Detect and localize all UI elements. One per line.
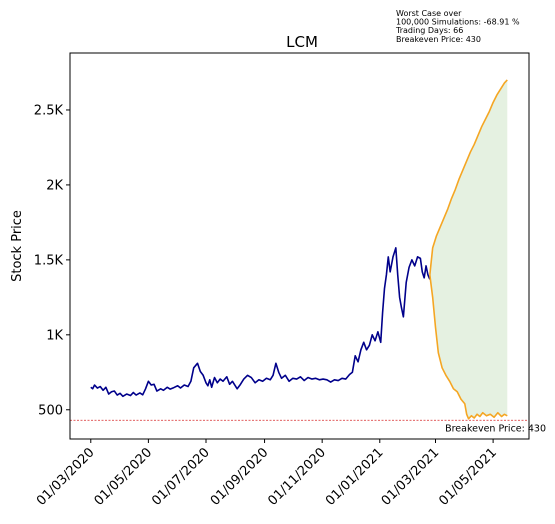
annotation-line-2: 100,000 Simulations: -68.91 % [396,18,520,27]
y-tick-label: 1K [46,328,63,343]
historical-line [90,247,431,398]
y-axis-label: Stock Price [10,210,25,282]
x-tick-label: 01/05/2021 [436,445,500,509]
simulation-lower-line [429,274,508,420]
y-tick-label: 2.5K [34,103,64,118]
x-tick-label: 01/03/2020 [34,445,98,509]
simulation-range-fill [429,79,508,419]
annotation-line-4: Breakeven Price: 430 [396,35,481,44]
series-layer [90,79,508,420]
x-tick-label: 01/01/2021 [323,445,387,509]
plot-frame [69,52,530,440]
y-tick-label: 2K [46,178,63,193]
annotation-line-3: Trading Days: 66 [395,26,463,35]
x-tick-label: 01/11/2020 [265,445,329,509]
simulation-upper-line [429,79,508,275]
annotation-line-1: Worst Case over [396,9,462,18]
x-axis: 01/03/202001/05/202001/07/202001/09/2020… [34,439,500,509]
breakeven-label: Breakeven Price: 430 [445,423,546,434]
y-axis: 500 1K 1.5K 2K 2.5K [34,103,70,418]
x-tick-label: 01/09/2020 [208,445,272,509]
x-tick-label: 01/03/2021 [379,445,443,509]
y-tick-label: 500 [38,403,63,418]
y-tick-label: 1.5K [34,253,64,268]
x-tick-label: 01/07/2020 [149,445,213,509]
x-tick-label: 01/05/2020 [92,445,156,509]
chart-title: LCM [286,33,318,51]
plot-area: Breakeven Price: 430 [70,79,546,434]
